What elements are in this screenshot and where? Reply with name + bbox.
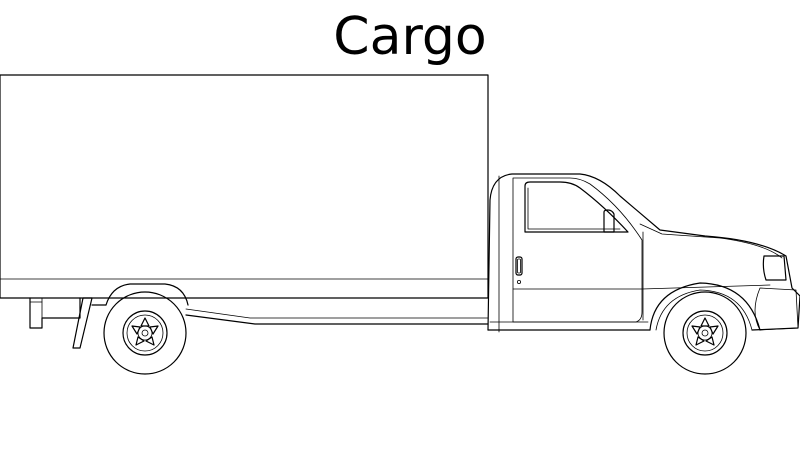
cargo-box bbox=[0, 74, 489, 299]
chassis-frame bbox=[29, 283, 489, 349]
rear-wheel bbox=[103, 291, 187, 375]
page-title: Cargo bbox=[333, 7, 487, 67]
front-wheel bbox=[663, 291, 747, 375]
cab bbox=[487, 173, 800, 333]
